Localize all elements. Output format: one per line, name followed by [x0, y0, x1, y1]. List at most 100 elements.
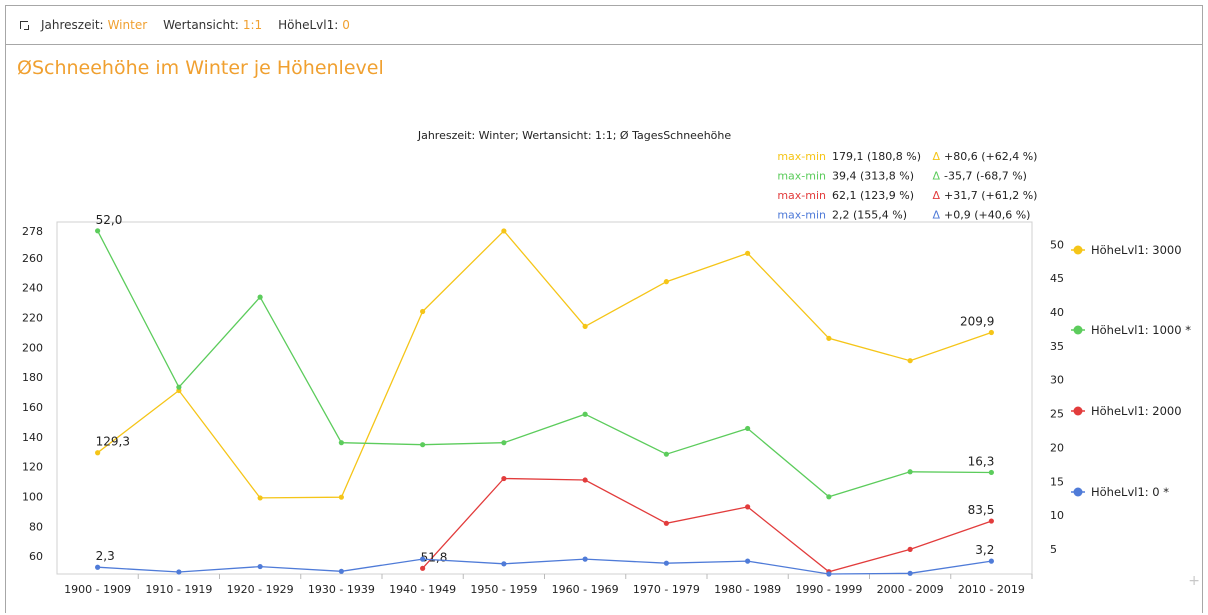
- data-point: [826, 335, 832, 341]
- data-point: [988, 329, 994, 336]
- data-label: 52,0: [96, 213, 123, 227]
- data-point: [582, 411, 588, 417]
- expand-icon[interactable]: [20, 20, 29, 30]
- plus-icon[interactable]: +: [1188, 573, 1200, 589]
- series-line: [97, 230, 992, 498]
- stat-delta: +0,9 (+40,6 %): [944, 209, 1030, 222]
- data-point: [95, 450, 101, 456]
- data-point: [907, 469, 913, 475]
- legend-label: HöheLvl1: 3000: [1091, 243, 1182, 257]
- y-right-tick-label: 35: [1050, 340, 1064, 353]
- x-tick-label: 1980 - 1989: [714, 583, 781, 596]
- stat-delta: +80,6 (+62,4 %): [944, 150, 1037, 163]
- series-line: [97, 229, 992, 499]
- page-title: ØSchneehöhe im Winter je Höhenlevel: [17, 57, 384, 79]
- data-point: [501, 440, 507, 446]
- data-point: [907, 358, 913, 364]
- data-point: [988, 558, 994, 564]
- data-point: [826, 571, 832, 577]
- delta-icon: Δ: [932, 150, 940, 163]
- legend-marker: [1073, 325, 1083, 335]
- data-point: [420, 556, 426, 562]
- data-point: [257, 563, 263, 570]
- stat-label: max-min: [777, 170, 826, 183]
- legend-label: HöheLvl1: 2000: [1091, 404, 1182, 418]
- filter-value: Winter: [107, 18, 148, 32]
- legend-marker: [1073, 487, 1083, 497]
- series-line: [97, 558, 992, 575]
- y-left-tick-label: 120: [22, 461, 43, 474]
- data-point: [501, 561, 507, 567]
- data-point: [501, 475, 507, 482]
- y-left-tick-label: 220: [22, 311, 43, 324]
- data-point: [826, 494, 832, 500]
- filter-wertansicht[interactable]: Wertansicht: 1:1: [163, 18, 262, 32]
- y-left-tick-label: 100: [22, 490, 43, 503]
- chart-title: Jahreszeit: Winter; Wertansicht: 1:1; Ø …: [417, 129, 732, 142]
- y-right-tick-label: 45: [1050, 272, 1064, 285]
- data-point: [663, 520, 669, 526]
- y-right-tick-label: 30: [1050, 374, 1064, 387]
- widget-frame: [5, 5, 1203, 613]
- data-point: [95, 564, 101, 570]
- plot-area: [56, 221, 1033, 575]
- legend-marker: [1073, 245, 1083, 255]
- data-point: [663, 451, 669, 457]
- data-point: [338, 440, 344, 446]
- y-right-tick-label: 10: [1050, 509, 1064, 522]
- x-tick-label: 1920 - 1929: [227, 583, 294, 596]
- y-left-tick-label: 200: [22, 341, 43, 354]
- filter-value: 0: [342, 18, 350, 32]
- filter-bar: Jahreszeit: Winter Wertansicht: 1:1 HöheLv…: [6, 6, 1202, 45]
- legend-marker: [1073, 406, 1083, 416]
- series-line: [422, 477, 992, 573]
- filter-hoehelvl1[interactable]: HöheLvl1: 0: [278, 18, 350, 32]
- data-point: [745, 250, 751, 256]
- y-right-tick-label: 5: [1050, 543, 1057, 556]
- stat-delta: -35,7 (-68,7 %): [944, 170, 1027, 183]
- x-tick-label: 1940 - 1949: [389, 583, 456, 596]
- y-left-tick-label: 278: [22, 225, 43, 238]
- y-right-tick-label: 40: [1050, 306, 1064, 319]
- y-right-tick-label: 15: [1050, 475, 1064, 488]
- y-left-tick-label: 140: [22, 431, 43, 444]
- legend-label: HöheLvl1: 1000 *: [1091, 323, 1191, 337]
- delta-icon: Δ: [932, 189, 940, 202]
- data-point: [420, 308, 426, 315]
- stat-delta: +31,7 (+61,2 %): [944, 189, 1037, 202]
- data-point: [663, 560, 669, 566]
- data-label: 51,8: [421, 550, 448, 564]
- y-left-tick-label: 80: [29, 520, 43, 533]
- y-left-tick-label: 60: [29, 550, 43, 563]
- filter-label: HöheLvl1:: [278, 18, 339, 32]
- data-point: [257, 495, 263, 501]
- data-point: [420, 565, 426, 571]
- filter-jahreszeit[interactable]: Jahreszeit: Winter: [41, 18, 147, 32]
- filter-label: Wertansicht:: [163, 18, 239, 32]
- x-tick-label: 2000 - 2009: [877, 583, 944, 596]
- data-point: [907, 546, 913, 552]
- data-point: [988, 518, 994, 524]
- data-point: [338, 494, 344, 500]
- data-point: [988, 469, 994, 476]
- stat-value: 39,4 (313,8 %): [832, 170, 914, 183]
- x-tick-label: 1960 - 1969: [552, 583, 619, 596]
- data-label: 2,3: [96, 549, 115, 563]
- data-point: [582, 556, 588, 562]
- data-label: 3,2: [975, 543, 994, 557]
- data-point: [582, 477, 588, 483]
- data-point: [420, 442, 426, 448]
- stat-label: max-min: [777, 209, 826, 222]
- y-left-tick-label: 160: [22, 401, 43, 414]
- stat-value: 179,1 (180,8 %): [832, 150, 921, 163]
- x-tick-label: 1900 - 1909: [64, 583, 131, 596]
- data-point: [907, 570, 913, 576]
- filter-label: Jahreszeit:: [41, 18, 104, 32]
- data-point: [663, 279, 669, 285]
- filter-value: 1:1: [242, 18, 263, 32]
- y-right-tick-label: 25: [1050, 408, 1064, 421]
- delta-icon: Δ: [932, 170, 940, 183]
- x-tick-label: 1970 - 1979: [633, 583, 700, 596]
- stat-label: max-min: [777, 150, 826, 163]
- x-tick-label: 1990 - 1999: [795, 583, 862, 596]
